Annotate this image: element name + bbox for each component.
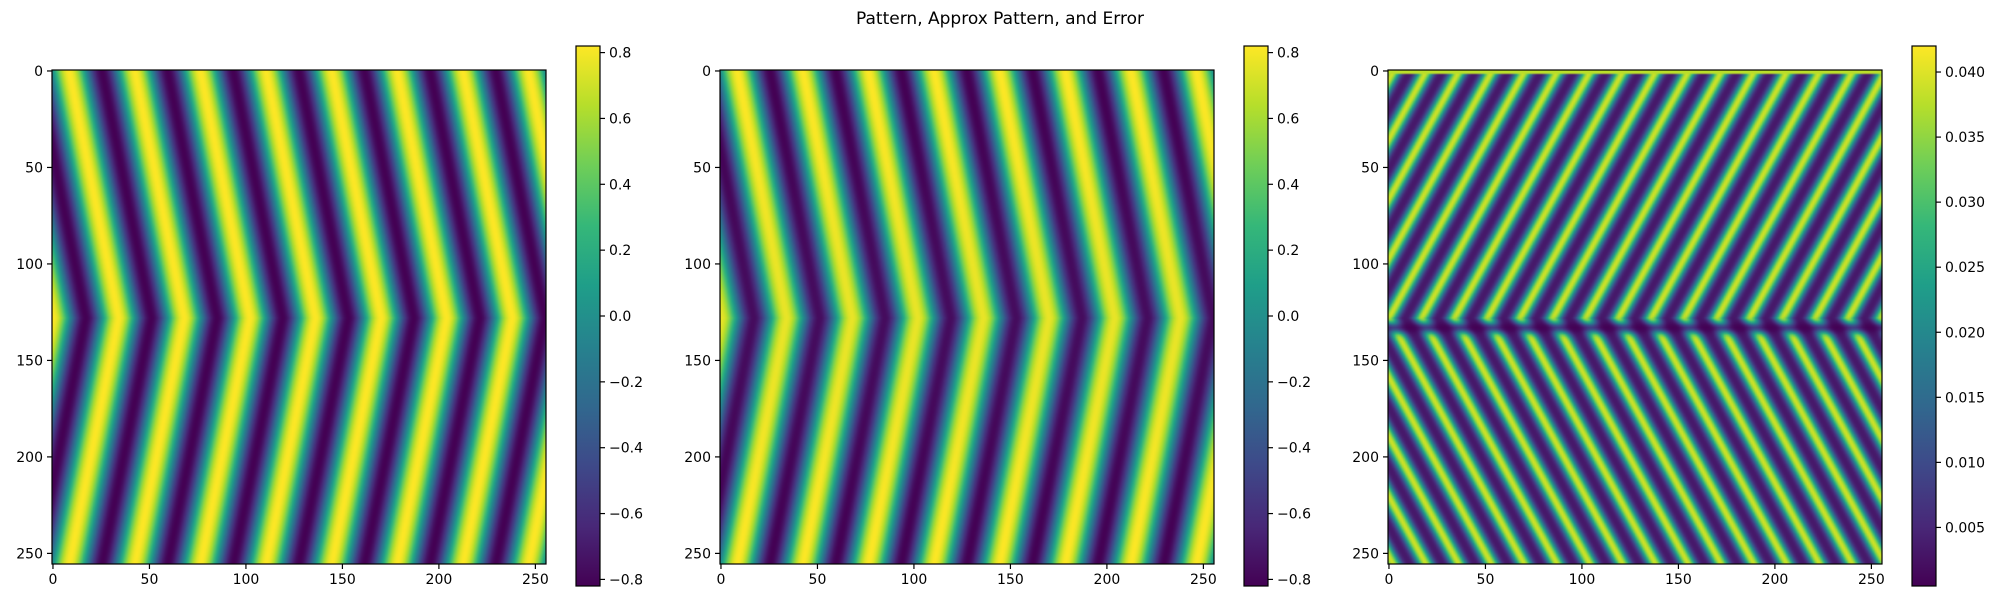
x-tick-label: 250 (1190, 572, 1217, 588)
colorbar-tick-label: −0.8 (609, 572, 643, 588)
colorbar-tick-label: 0.6 (1277, 111, 1299, 127)
y-tick-label: 150 (16, 353, 43, 369)
y-tick-label: 0 (1370, 64, 1379, 80)
heatmap-image-3 (1388, 70, 1882, 564)
x-tick-label: 100 (1569, 572, 1596, 588)
y-tick-label: 0 (34, 64, 43, 80)
x-tick-label: 250 (522, 572, 549, 588)
y-tick-label: 50 (25, 160, 43, 176)
x-tick-label: 100 (233, 572, 260, 588)
x-tick-label: 250 (1858, 572, 1885, 588)
colorbar-tick-label: 0.005 (1945, 520, 1985, 536)
colorbar-tick-label: −0.2 (1277, 375, 1311, 391)
x-tick-label: 150 (329, 572, 356, 588)
x-tick-label: 50 (809, 572, 827, 588)
y-tick-label: 200 (1352, 450, 1379, 466)
x-tick-label: 200 (426, 572, 453, 588)
colorbar-tick-label: −0.6 (1277, 507, 1311, 523)
colorbar-tick-label: 0.035 (1945, 130, 1985, 146)
x-tick-label: 0 (717, 572, 726, 588)
colorbar-tick-label: 0.4 (1277, 177, 1299, 193)
y-tick-label: 100 (16, 257, 43, 273)
y-tick-label: 0 (702, 64, 711, 80)
colorbar-tick-label: 0.040 (1945, 65, 1985, 81)
axes-frame (1387, 69, 1883, 565)
colorbar-tick-label: 0.020 (1945, 325, 1985, 341)
y-tick-label: 100 (1352, 257, 1379, 273)
y-tick-label: 150 (1352, 353, 1379, 369)
colorbar-tick-label: 0.2 (609, 243, 631, 259)
colorbar-tick-label: 0.8 (1277, 46, 1299, 62)
y-tick-label: 100 (684, 257, 711, 273)
y-tick-label: 50 (693, 160, 711, 176)
colorbar-tick-label: 0.025 (1945, 260, 1985, 276)
colorbar-gradient (576, 46, 600, 586)
colorbar-frame (1911, 45, 1937, 587)
x-tick-label: 50 (1477, 572, 1495, 588)
y-tick-label: 200 (16, 450, 43, 466)
x-tick-label: 0 (1385, 572, 1394, 588)
heatmap-panel-3: 0 50 100 150 200 250 0 50 100 150 200 250 0.040 0.035… (1352, 45, 1985, 588)
colorbar-tick-label: 0.4 (609, 177, 631, 193)
y-tick-label: 250 (16, 546, 43, 562)
colorbar-tick-label: 0.2 (1277, 243, 1299, 259)
y-tick-label: 150 (684, 353, 711, 369)
y-tick-label: 250 (1352, 546, 1379, 562)
axes-frame (51, 69, 547, 565)
colorbar-gradient (1244, 46, 1268, 586)
heatmap-panel-1: 0 50 100 150 200 2500501001502002500.80.60.40… (16, 45, 643, 588)
x-tick-label: 150 (997, 572, 1024, 588)
colorbar-1: 0.8 0.6 0.4 0.2 0.0 −0.2 −0.4 −0.6 −0.8 (575, 45, 643, 588)
x-tick-label: 100 (901, 572, 928, 588)
colorbar-gradient (1912, 46, 1936, 586)
colorbar-tick-label: −0.8 (1277, 572, 1311, 588)
colorbar-tick-label: 0.030 (1945, 195, 1985, 211)
x-tick-label: 150 (1665, 572, 1692, 588)
colorbar-tick-label: 0.0 (1277, 309, 1299, 325)
colorbar-tick-label: 0.015 (1945, 390, 1985, 406)
heatmap-image-1 (52, 70, 546, 564)
x-tick-label: 200 (1762, 572, 1789, 588)
colorbar-2: 0.8 0.6 0.4 0.2 0.0 −0.2 −0.4 −0.6 −0.8 (1243, 45, 1311, 588)
colorbar-tick-label: −0.4 (1277, 441, 1311, 457)
colorbar-tick-label: 0.010 (1945, 455, 1985, 471)
axes-frame (719, 69, 1215, 565)
colorbar-tick-label: −0.6 (609, 507, 643, 523)
x-tick-label: 200 (1094, 572, 1121, 588)
colorbar-3: 0.040 0.035 0.030 0.025 0.020 0.015 0.010 0.005 (1911, 45, 1985, 587)
colorbar-tick-label: −0.4 (609, 441, 643, 457)
colorbar-tick-label: 0.6 (609, 111, 631, 127)
colorbar-tick-label: 0.0 (609, 309, 631, 325)
y-tick-label: 50 (1361, 160, 1379, 176)
x-tick-label: 0 (49, 572, 58, 588)
x-tick-label: 50 (141, 572, 159, 588)
figure-title: Pattern, Approx Pattern, and Error (856, 9, 1144, 29)
colorbar-tick-label: 0.8 (609, 46, 631, 62)
y-tick-label: 250 (684, 546, 711, 562)
colorbar-tick-label: −0.2 (609, 375, 643, 391)
heatmap-image-2 (720, 70, 1214, 564)
y-tick-label: 200 (684, 450, 711, 466)
heatmap-panel-2: 0 50 100 150 200 2500501001502002500.80.60.40… (684, 45, 1311, 588)
